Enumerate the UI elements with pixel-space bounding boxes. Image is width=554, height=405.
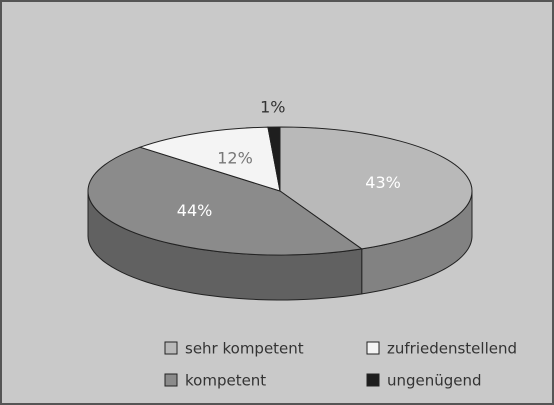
legend-label: kompetent — [185, 372, 266, 390]
pie-slice — [87, 146, 364, 256]
legend-swatch — [366, 373, 380, 387]
value-label: 1% — [260, 98, 285, 117]
value-label: 43% — [365, 173, 401, 192]
value-label: 12% — [217, 149, 253, 168]
pie-slice — [279, 126, 473, 250]
legend-label: sehr kompetent — [185, 340, 304, 358]
legend-swatch — [366, 341, 380, 355]
legend-swatch — [164, 373, 178, 387]
legend-swatch — [164, 341, 178, 355]
value-label: 44% — [177, 201, 213, 220]
pie-slice — [138, 126, 281, 192]
legend-label: zufriedenstellend — [387, 340, 517, 358]
pie-slice — [267, 126, 281, 192]
legend-label: ungenügend — [387, 372, 482, 390]
